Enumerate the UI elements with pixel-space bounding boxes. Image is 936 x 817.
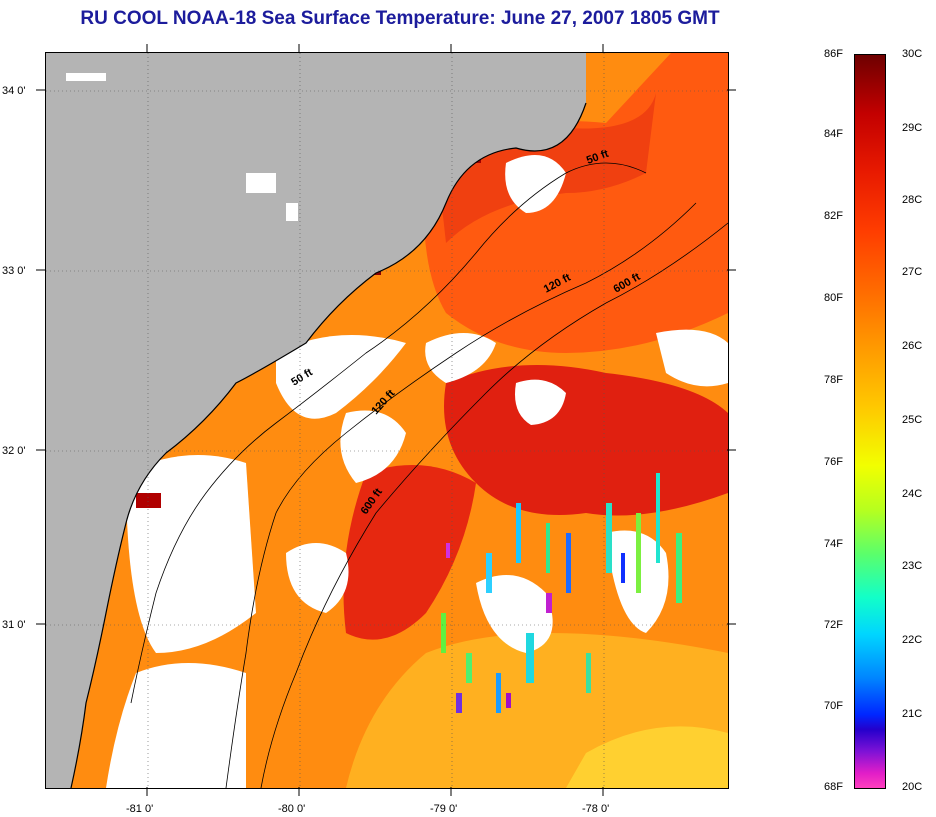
lat-label: 31 0' [2,619,26,631]
colorbar-f-label: 72F [824,619,843,631]
colorbar-f-label: 78F [824,374,843,386]
lon-label: -79 0' [430,803,457,815]
lon-label: -80 0' [278,803,305,815]
colorbar-c-label: 21C [902,708,922,720]
colorbar-c-label: 30C [902,48,922,60]
temperature-colorbar [854,54,886,789]
colorbar-f-label: 86F [824,48,843,60]
colorbar-f-label: 84F [824,128,843,140]
colorbar-c-label: 23C [902,560,922,572]
colorbar-c-label: 20C [902,781,922,793]
colorbar-c-label: 22C [902,634,922,646]
lon-label: -81 0' [126,803,153,815]
colorbar-c-label: 24C [902,488,922,500]
lat-label: 34 0' [2,85,26,97]
colorbar-f-label: 76F [824,456,843,468]
lat-label: 33 0' [2,265,26,277]
colorbar-c-label: 27C [902,266,922,278]
colorbar-f-label: 70F [824,700,843,712]
lon-label: -78 0' [582,803,609,815]
lat-label: 32 0' [2,445,26,457]
colorbar-c-label: 25C [902,414,922,426]
colorbar-c-label: 29C [902,122,922,134]
colorbar-f-label: 68F [824,781,843,793]
colorbar-f-label: 74F [824,538,843,550]
colorbar-f-label: 80F [824,292,843,304]
colorbar-c-label: 28C [902,194,922,206]
colorbar-f-label: 82F [824,210,843,222]
colorbar-c-label: 26C [902,340,922,352]
